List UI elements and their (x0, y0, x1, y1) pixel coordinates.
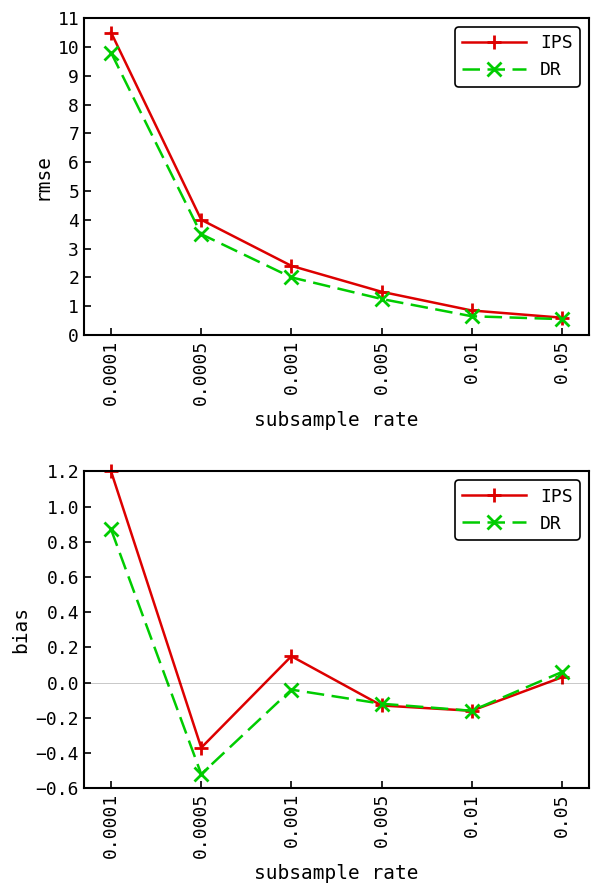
DR (197, 769, 205, 780)
DR (107, 524, 115, 535)
X-axis label: subsample rate: subsample rate (254, 410, 419, 430)
IPS (468, 305, 475, 316)
IPS (107, 466, 115, 477)
Line: DR: DR (104, 46, 569, 326)
DR (378, 293, 385, 304)
DR (288, 684, 295, 695)
IPS (378, 700, 385, 711)
X-axis label: subsample rate: subsample rate (254, 864, 419, 883)
IPS (468, 705, 475, 716)
DR (107, 47, 115, 58)
IPS (558, 672, 565, 683)
DR (468, 705, 475, 716)
Line: IPS: IPS (104, 464, 569, 755)
IPS (288, 260, 295, 271)
IPS (288, 651, 295, 662)
DR (558, 667, 565, 678)
IPS (558, 312, 565, 323)
IPS (378, 286, 385, 297)
Line: IPS: IPS (104, 26, 569, 325)
IPS (197, 215, 205, 225)
Y-axis label: bias: bias (11, 606, 30, 654)
IPS (107, 27, 115, 38)
DR (197, 229, 205, 240)
Line: DR: DR (104, 522, 569, 781)
Legend: IPS, DR: IPS, DR (455, 27, 580, 87)
DR (468, 311, 475, 322)
Y-axis label: rmse: rmse (33, 153, 52, 200)
DR (288, 272, 295, 283)
Legend: IPS, DR: IPS, DR (455, 480, 580, 540)
IPS (197, 742, 205, 753)
DR (558, 314, 565, 325)
DR (378, 698, 385, 709)
